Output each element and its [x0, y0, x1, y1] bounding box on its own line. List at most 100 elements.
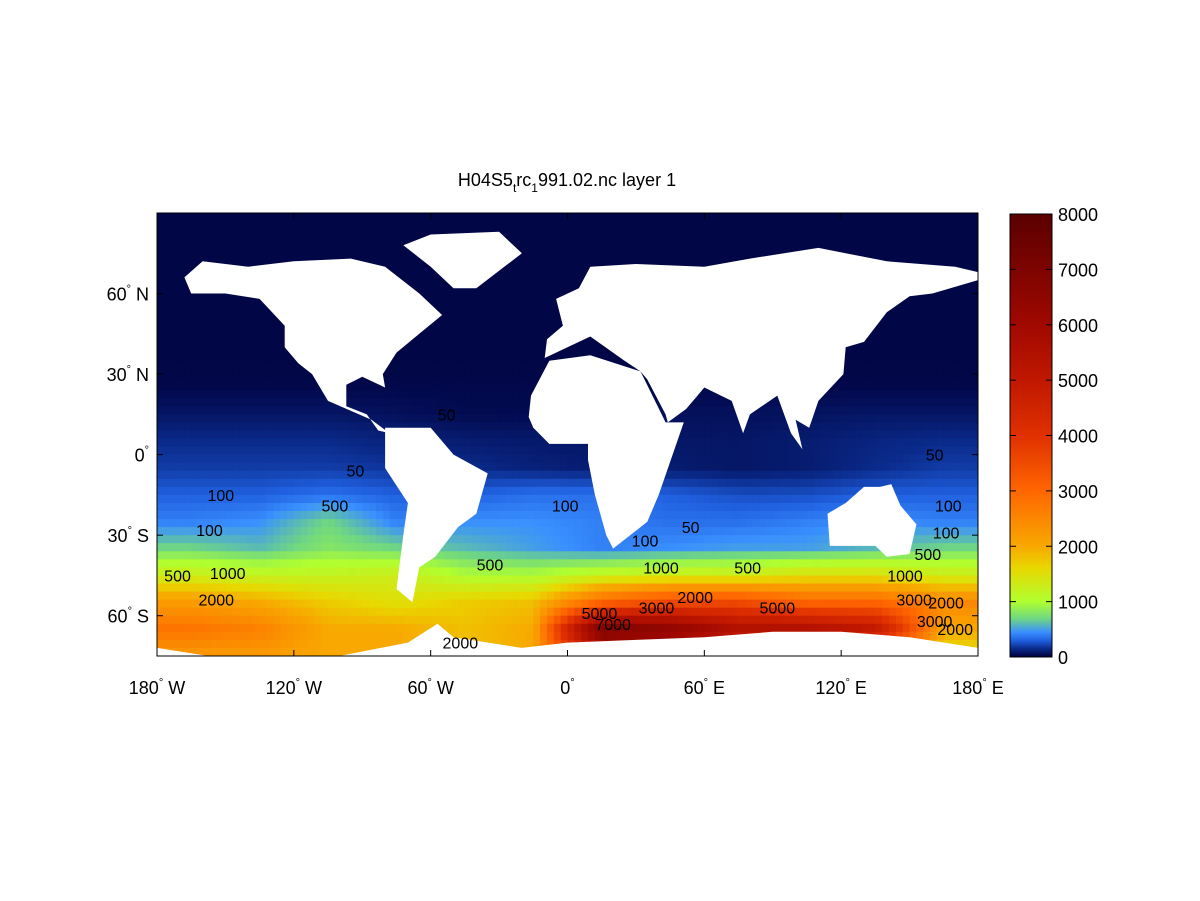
heatmap-cell: [293, 366, 302, 375]
heatmap-cell: [902, 446, 911, 456]
heatmap-cell: [273, 358, 281, 367]
heatmap-cell: [505, 406, 514, 415]
heatmap-cell: [191, 237, 199, 246]
heatmap-cell: [355, 229, 363, 238]
heatmap-cell: [163, 511, 172, 520]
heatmap-cell: [157, 390, 165, 399]
heatmap-cell: [964, 382, 972, 391]
heatmap-cell: [245, 293, 254, 303]
heatmap-cell: [396, 486, 404, 496]
heatmap-cell: [485, 390, 493, 399]
heatmap-cell: [184, 325, 192, 335]
heatmap-cell: [793, 486, 801, 496]
heatmap-cell: [458, 213, 466, 222]
heatmap-cell: [273, 430, 281, 440]
heatmap-cell: [314, 527, 322, 536]
heatmap-cell: [779, 462, 787, 472]
heatmap-cell: [177, 261, 185, 270]
heatmap-cell: [971, 446, 978, 456]
heatmap-cell: [957, 309, 965, 319]
heatmap-cell: [827, 486, 835, 496]
heatmap-cell: [485, 285, 493, 295]
heatmap-cell: [464, 317, 473, 327]
heatmap-cell: [964, 358, 972, 367]
heatmap-cell: [157, 374, 165, 383]
heatmap-cell: [478, 333, 486, 343]
heatmap-cell: [273, 503, 281, 512]
heatmap-cell: [882, 358, 890, 367]
heatmap-cell: [211, 390, 220, 399]
heatmap-cell: [273, 470, 281, 480]
heatmap-cell: [909, 245, 917, 254]
heatmap-cell: [697, 245, 705, 254]
heatmap-cell: [533, 486, 541, 496]
heatmap-cell: [553, 317, 562, 327]
heatmap-cell: [711, 430, 719, 440]
heatmap-cell: [177, 494, 185, 504]
heatmap-cell: [547, 229, 555, 238]
heatmap-cell: [198, 349, 206, 359]
heatmap-cell: [198, 317, 206, 327]
heatmap-cell: [293, 430, 302, 440]
heatmap-cell: [841, 414, 849, 424]
title-subscript: t: [512, 181, 517, 195]
heatmap-cell: [307, 406, 315, 415]
heatmap-cell: [594, 221, 603, 230]
heatmap-cell: [820, 511, 828, 520]
heatmap-cell: [581, 454, 589, 464]
heatmap-cell: [950, 406, 958, 415]
heatmap-cell: [519, 414, 527, 424]
heatmap-cell: [615, 253, 623, 262]
heatmap-cell: [458, 349, 466, 359]
heatmap-cell: [403, 277, 411, 287]
heatmap-cell: [355, 454, 363, 464]
heatmap-cell: [923, 245, 931, 254]
heatmap-cell: [813, 422, 822, 432]
heatmap-cell: [916, 527, 924, 536]
heatmap-cell: [266, 237, 274, 246]
heatmap-cell: [752, 503, 760, 512]
heatmap-cell: [464, 325, 473, 335]
heatmap-cell: [211, 422, 220, 432]
heatmap-cell: [759, 454, 767, 464]
heatmap-cell: [157, 462, 165, 472]
heatmap-cell: [971, 406, 978, 415]
heatmap-cell: [198, 293, 206, 303]
heatmap-cell: [245, 366, 254, 375]
heatmap-cell: [923, 422, 931, 432]
heatmap-cell: [211, 317, 220, 327]
heatmap-cell: [574, 261, 582, 270]
heatmap-cell: [444, 293, 452, 303]
heatmap-cell: [485, 470, 493, 480]
heatmap-cell: [519, 245, 527, 254]
heatmap-cell: [923, 527, 931, 536]
heatmap-cell: [519, 390, 527, 399]
heatmap-cell: [300, 406, 309, 415]
heatmap-cell: [225, 390, 233, 399]
heatmap-cell: [410, 366, 418, 375]
heatmap-cell: [745, 519, 753, 528]
heatmap-cell: [252, 462, 261, 472]
heatmap-cell: [827, 478, 835, 488]
heatmap-cell: [800, 237, 808, 246]
heatmap-cell: [724, 494, 733, 504]
heatmap-cell: [157, 277, 165, 287]
heatmap-cell: [943, 245, 952, 254]
heatmap-cell: [444, 382, 452, 391]
heatmap-cell: [184, 494, 192, 504]
heatmap-cell: [950, 253, 958, 262]
heatmap-cell: [170, 325, 179, 335]
heatmap-cell: [711, 213, 719, 222]
heatmap-cell: [930, 398, 938, 407]
heatmap-cell: [950, 438, 958, 448]
heatmap-cell: [615, 221, 623, 230]
heatmap-cell: [759, 535, 767, 544]
heatmap-cell: [936, 398, 945, 407]
heatmap-cell: [328, 519, 336, 528]
heatmap-cell: [848, 349, 856, 359]
heatmap-cell: [895, 341, 904, 351]
heatmap-cell: [232, 358, 240, 367]
heatmap-cell: [909, 535, 917, 544]
heatmap-cell: [711, 527, 719, 536]
heatmap-cell: [738, 446, 746, 456]
